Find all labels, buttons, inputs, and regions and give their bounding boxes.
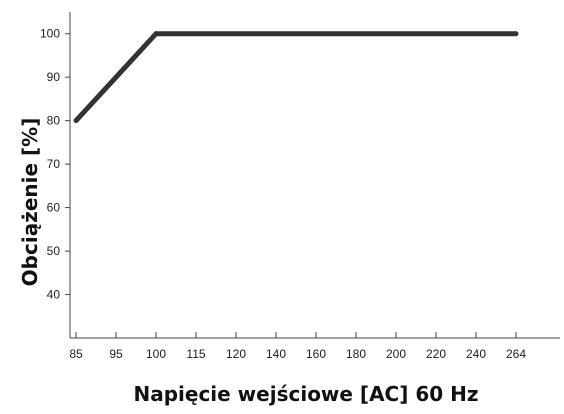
y-tick-label: 90 [47,70,61,84]
x-tick-label: 240 [466,347,486,361]
x-axis-ticks: 85 95 100 115 120 140 160 180 200 220 240 264 [69,332,526,361]
x-tick-label: 85 [69,347,83,361]
x-tick-label: 115 [186,347,205,361]
x-tick-label: 140 [266,347,286,361]
series-line [74,31,516,123]
data-point [153,31,159,37]
y-tick-label: 50 [47,244,61,258]
y-axis-ticks: 40 50 60 70 80 90 100 [40,27,70,302]
data-point [513,31,519,37]
y-tick-label: 70 [47,157,61,171]
x-axis-title: Napięcie wejściowe [AC] 60 Hz [133,382,478,406]
y-tick-label: 60 [47,201,61,215]
y-tick-label: 100 [40,27,60,41]
y-axis-title: Obciążenie [%] [18,118,42,287]
x-tick-label: 100 [146,347,166,361]
x-tick-label: 264 [506,347,526,361]
y-tick-label: 40 [47,288,61,302]
x-tick-label: 120 [226,347,246,361]
x-tick-label: 160 [306,347,326,361]
x-tick-label: 200 [386,347,406,361]
y-tick-label: 80 [47,114,61,128]
x-tick-label: 220 [426,347,446,361]
data-point [73,118,79,124]
series-layer [73,31,519,124]
x-tick-label: 180 [346,347,366,361]
x-tick-label: 95 [109,347,123,361]
